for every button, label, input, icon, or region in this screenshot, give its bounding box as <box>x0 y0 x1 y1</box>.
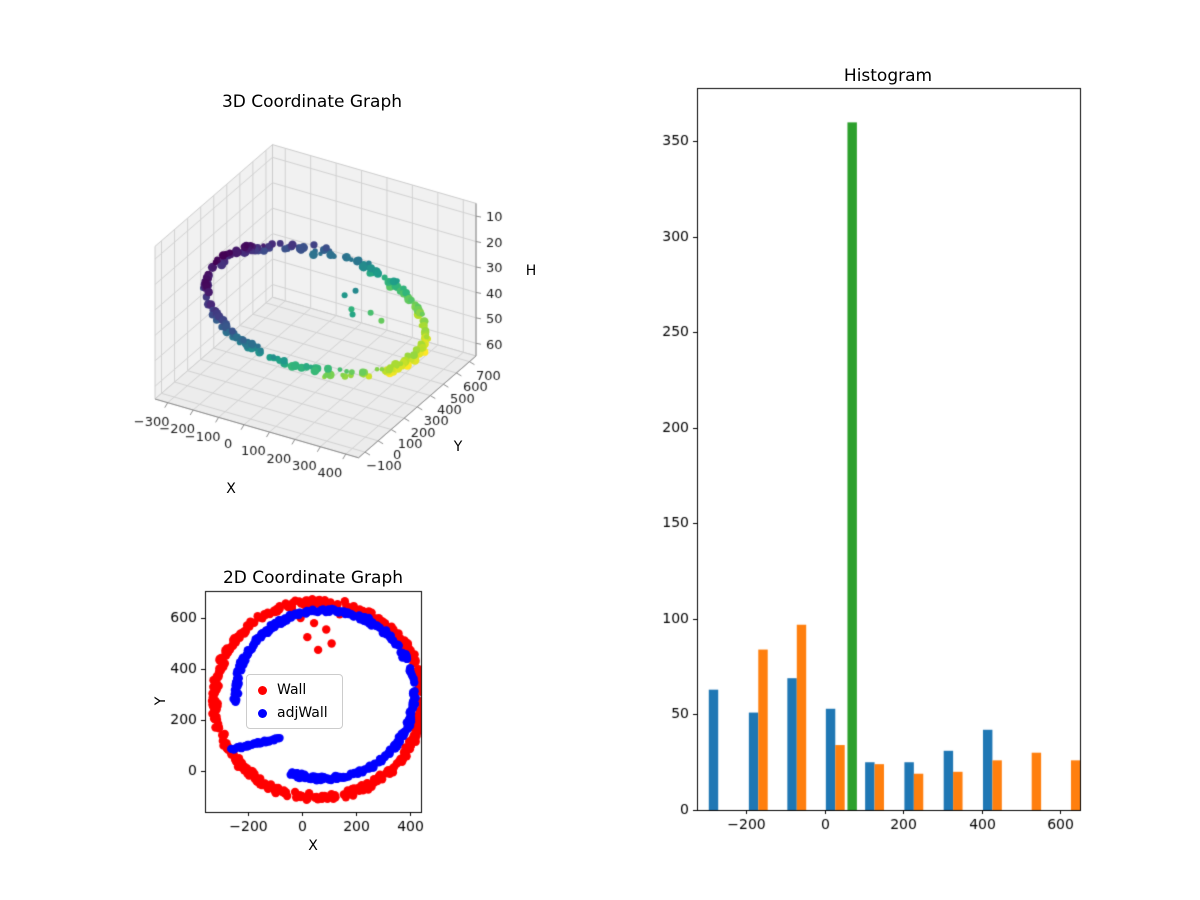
axis-label-3d-y: Y <box>453 439 463 455</box>
axis-label-2d-x: X <box>308 838 318 854</box>
legend-label-wall: Wall <box>277 682 307 698</box>
title-3d-plot: 3D Coordinate Graph <box>221 92 403 112</box>
legend-marker-adjwall-icon <box>258 708 267 718</box>
title-2d-plot: 2D Coordinate Graph <box>222 568 404 588</box>
axis-label-3d-z: H <box>525 263 537 279</box>
legend-marker-wall-icon <box>258 685 267 695</box>
legend-item-wall: Wall <box>258 683 328 697</box>
title-histogram: Histogram <box>843 66 933 86</box>
axis-label-2d-y: Y <box>153 696 169 706</box>
axis-label-3d-x: X <box>226 481 236 497</box>
legend: Wall adjWall <box>246 674 343 729</box>
legend-item-adjwall: adjWall <box>258 706 328 720</box>
legend-label-adjwall: adjWall <box>277 705 328 721</box>
